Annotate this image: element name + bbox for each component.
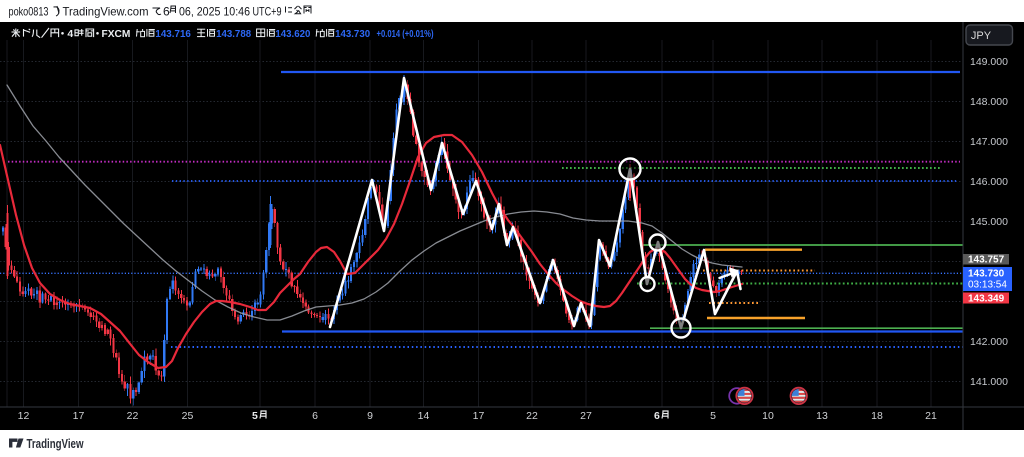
svg-text:22: 22	[526, 410, 538, 422]
svg-text:146.000: 146.000	[970, 176, 1008, 188]
svg-text:03:13:54: 03:13:54	[968, 280, 1007, 291]
svg-text:148.000: 148.000	[970, 96, 1008, 108]
svg-text:FXCM: FXCM	[102, 28, 131, 40]
svg-text:6: 6	[163, 5, 170, 19]
svg-text:10: 10	[762, 410, 774, 422]
svg-text:12: 12	[18, 410, 30, 422]
svg-text:22: 22	[127, 410, 139, 422]
svg-text:5: 5	[252, 410, 258, 422]
svg-text:JPY: JPY	[971, 30, 992, 42]
svg-text:13: 13	[816, 410, 828, 422]
svg-text:4: 4	[67, 28, 73, 40]
svg-text:17: 17	[473, 410, 485, 422]
svg-text:TradingView: TradingView	[27, 437, 84, 451]
svg-text:143.730: 143.730	[968, 269, 1005, 280]
svg-text:143.349: 143.349	[968, 294, 1005, 305]
svg-text:141.000: 141.000	[970, 376, 1008, 388]
svg-text:06, 2025 10:46: 06, 2025 10:46	[179, 5, 250, 19]
svg-text:149.000: 149.000	[970, 56, 1008, 68]
svg-text:UTC+9: UTC+9	[253, 5, 282, 19]
svg-text:143.716: 143.716	[155, 28, 191, 40]
svg-text:21: 21	[925, 410, 937, 422]
svg-text:143.788: 143.788	[216, 28, 251, 40]
svg-text:poko0813: poko0813	[9, 5, 49, 19]
svg-text:6: 6	[312, 410, 318, 422]
svg-text:9: 9	[367, 410, 373, 422]
svg-text:18: 18	[871, 410, 883, 422]
svg-text:6: 6	[654, 410, 660, 422]
svg-text:14: 14	[418, 410, 430, 422]
svg-text:142.000: 142.000	[970, 336, 1008, 348]
svg-text:5: 5	[710, 410, 716, 422]
svg-text:143.757: 143.757	[968, 255, 1005, 266]
svg-text:+0.014 (+0.01%): +0.014 (+0.01%)	[377, 28, 434, 40]
svg-text:TradingView.com: TradingView.com	[63, 5, 149, 19]
svg-text:17: 17	[73, 410, 85, 422]
svg-text:25: 25	[182, 410, 194, 422]
svg-text:143.620: 143.620	[275, 28, 310, 40]
svg-text:147.000: 147.000	[970, 136, 1008, 148]
svg-text:143.730: 143.730	[335, 28, 370, 40]
svg-text:145.000: 145.000	[970, 216, 1008, 228]
svg-text:27: 27	[580, 410, 592, 422]
